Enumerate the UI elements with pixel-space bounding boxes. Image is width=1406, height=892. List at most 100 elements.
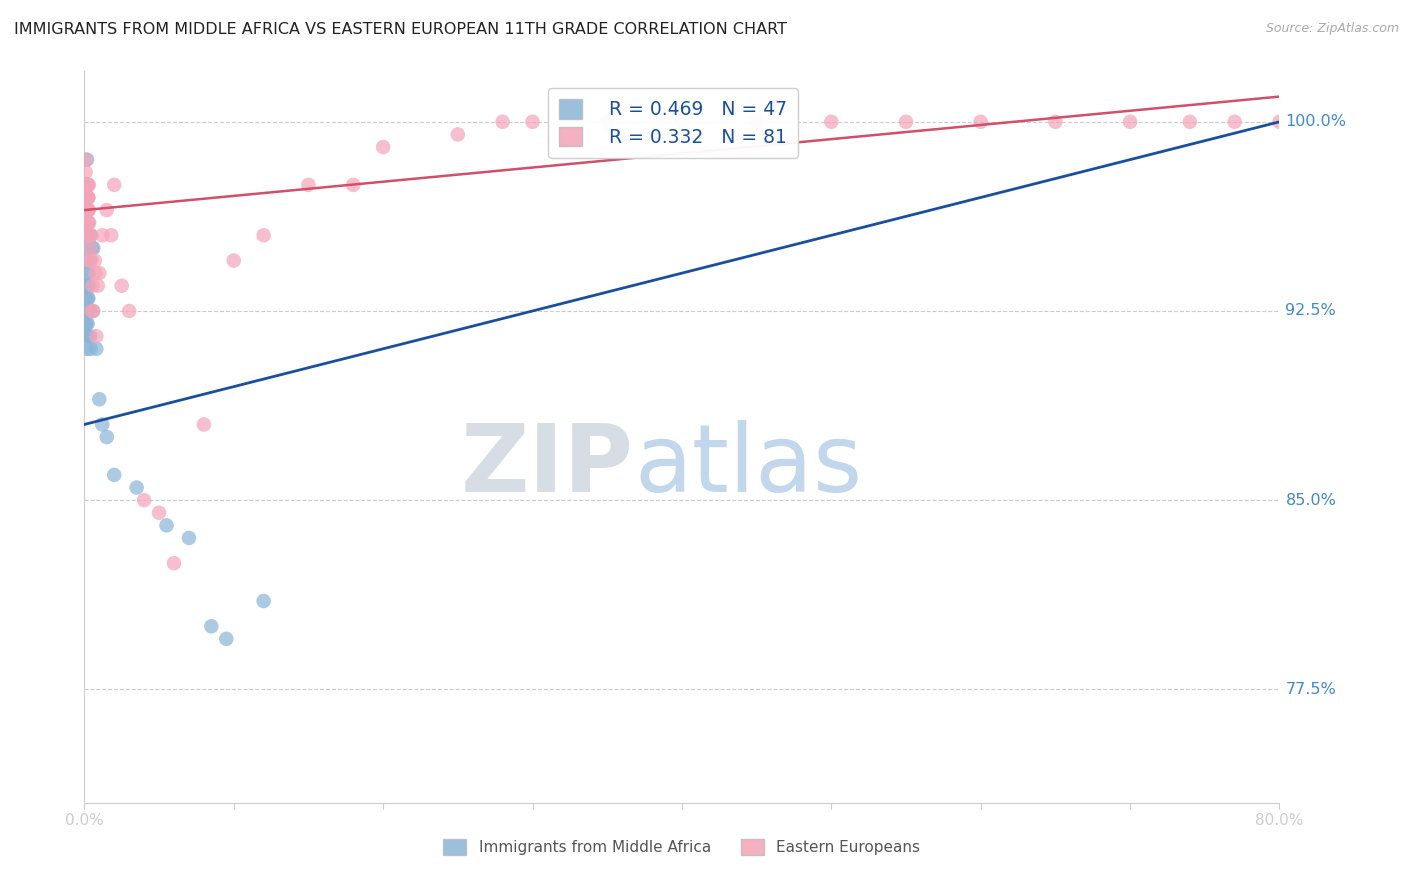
Point (80, 228, 103, 243)
Point (163, 556, 186, 570)
Point (76, 203, 98, 218)
Point (77, 241, 100, 255)
Point (79, 304, 101, 318)
Point (820, 115, 842, 129)
Point (77, 291, 100, 305)
Point (76, 153, 98, 167)
Point (79, 228, 101, 243)
Point (222, 253, 245, 268)
Text: 77.5%: 77.5% (1285, 681, 1336, 697)
Point (76, 203, 98, 218)
Point (80, 304, 103, 318)
Point (82, 278, 104, 293)
Point (253, 228, 276, 243)
Point (522, 115, 544, 129)
Point (80, 253, 103, 268)
Point (1178, 115, 1201, 129)
Point (76, 203, 98, 218)
Point (84, 266, 107, 280)
Point (193, 417, 215, 432)
Point (77, 178, 100, 192)
Point (76, 278, 98, 293)
Point (447, 128, 470, 142)
Point (75, 278, 97, 293)
Point (76, 216, 98, 230)
Point (77, 190, 100, 204)
Point (75, 317, 97, 331)
Point (1268, 115, 1291, 129)
Point (76, 190, 98, 204)
Point (89, 266, 111, 280)
Point (75, 165, 97, 179)
Point (492, 115, 515, 129)
Point (100, 228, 122, 243)
Point (671, 115, 693, 129)
Point (75, 329, 97, 343)
Text: Source: ZipAtlas.com: Source: ZipAtlas.com (1265, 22, 1399, 36)
Point (215, 632, 238, 646)
Point (77, 278, 100, 293)
Point (83, 253, 105, 268)
Point (75, 228, 97, 243)
Point (75, 203, 97, 218)
Point (342, 178, 364, 192)
Point (75, 190, 97, 204)
Point (111, 278, 134, 293)
Point (76, 317, 98, 331)
Point (77, 203, 100, 218)
Point (77, 190, 100, 204)
Point (82, 304, 104, 318)
Point (75, 178, 97, 192)
Point (1119, 115, 1142, 129)
Point (87, 278, 110, 293)
Text: atlas: atlas (634, 420, 862, 512)
Point (75, 190, 97, 204)
Text: IMMIGRANTS FROM MIDDLE AFRICA VS EASTERN EUROPEAN 11TH GRADE CORRELATION CHART: IMMIGRANTS FROM MIDDLE AFRICA VS EASTERN… (14, 22, 787, 37)
Point (177, 531, 200, 545)
Point (118, 304, 141, 318)
Point (155, 518, 177, 533)
Point (76, 228, 98, 243)
Point (76, 190, 98, 204)
Point (89, 392, 111, 407)
Point (77, 329, 100, 343)
Point (80, 241, 103, 255)
Point (96, 203, 118, 218)
Point (75, 216, 97, 230)
Point (76, 216, 98, 230)
Point (91, 417, 114, 432)
Point (76, 178, 98, 192)
Point (75, 190, 97, 204)
Point (200, 619, 222, 633)
Point (75, 178, 97, 192)
Point (76, 203, 98, 218)
Point (76, 342, 98, 356)
Point (86, 329, 108, 343)
Point (103, 467, 125, 482)
Point (79, 329, 101, 343)
Point (86, 342, 108, 356)
Point (76, 178, 98, 192)
Point (596, 115, 619, 129)
Point (373, 140, 395, 154)
Point (76, 228, 98, 243)
Text: 100.0%: 100.0% (1285, 114, 1347, 129)
Point (76, 216, 98, 230)
Point (76, 178, 98, 192)
Point (82, 241, 104, 255)
Point (91, 228, 114, 243)
Point (894, 115, 917, 129)
Point (77, 203, 100, 218)
Point (253, 594, 276, 608)
Point (1223, 115, 1246, 129)
Point (79, 342, 101, 356)
Point (77, 266, 100, 280)
Point (76, 291, 98, 305)
Text: 92.5%: 92.5% (1285, 303, 1336, 318)
Point (75, 291, 97, 305)
Point (125, 481, 148, 495)
Point (75, 216, 97, 230)
Point (77, 203, 100, 218)
Legend: Immigrants from Middle Africa, Eastern Europeans: Immigrants from Middle Africa, Eastern E… (437, 833, 927, 861)
Point (76, 304, 98, 318)
